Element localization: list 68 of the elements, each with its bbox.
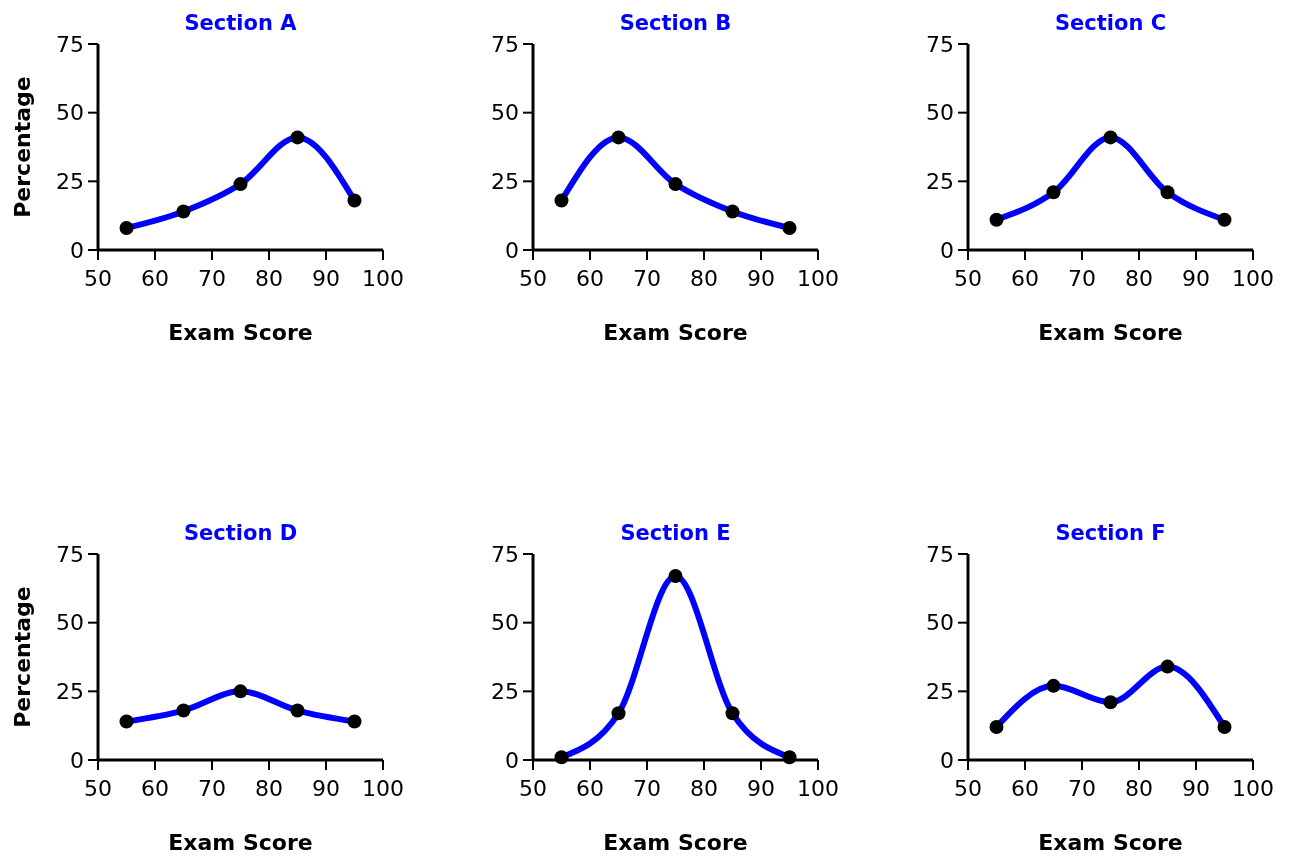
x-tick-label: 80 <box>255 776 283 801</box>
x-tick-label: 90 <box>1182 266 1210 291</box>
x-tick-label: 70 <box>198 776 226 801</box>
x-tick-label: 80 <box>690 266 718 291</box>
y-tick-label: 0 <box>70 237 84 263</box>
y-tick-label: 75 <box>56 541 84 567</box>
chart-title: Section F <box>1055 521 1166 545</box>
y-tick-label: 25 <box>491 169 519 195</box>
y-tick-label: 75 <box>56 31 84 57</box>
x-tick-label: 60 <box>576 266 604 291</box>
y-tick-label: 0 <box>505 237 519 263</box>
y-tick-label: 50 <box>926 100 954 126</box>
y-axis-title: Percentage <box>10 76 35 218</box>
x-tick-label: 80 <box>1125 266 1153 291</box>
y-tick-label: 25 <box>56 169 84 195</box>
x-tick-label: 70 <box>633 266 661 291</box>
x-axis-title: Exam Score <box>603 830 748 855</box>
y-axis-title: Percentage <box>10 586 35 728</box>
y-tick-label: 0 <box>505 747 519 773</box>
chart-title: Section C <box>1054 11 1167 35</box>
x-tick-label: 70 <box>198 266 226 291</box>
y-tick-label: 25 <box>926 679 954 705</box>
x-tick-label: 80 <box>255 266 283 291</box>
y-tick-label: 0 <box>70 747 84 773</box>
y-tick-label: 75 <box>926 31 954 57</box>
x-tick-label: 60 <box>141 776 169 801</box>
x-tick-label: 60 <box>1011 776 1039 801</box>
y-tick-label: 25 <box>926 169 954 195</box>
x-tick-label: 70 <box>1068 266 1096 291</box>
chart-title: Section A <box>184 11 298 35</box>
x-tick-label: 80 <box>690 776 718 801</box>
x-axis-title: Exam Score <box>1038 320 1183 345</box>
x-tick-label: 90 <box>312 266 340 291</box>
x-tick-label: 100 <box>797 266 839 291</box>
x-tick-label: 100 <box>362 776 404 801</box>
y-tick-label: 75 <box>926 541 954 567</box>
x-tick-label: 70 <box>1068 776 1096 801</box>
chart-title: Section D <box>183 521 298 545</box>
y-tick-label: 50 <box>926 610 954 636</box>
x-tick-label: 100 <box>1232 776 1274 801</box>
y-tick-label: 75 <box>491 31 519 57</box>
x-axis-title: Exam Score <box>168 320 313 345</box>
y-tick-label: 50 <box>56 610 84 636</box>
x-tick-label: 70 <box>633 776 661 801</box>
x-tick-label: 60 <box>1011 266 1039 291</box>
y-tick-label: 50 <box>491 610 519 636</box>
x-tick-label: 100 <box>1232 266 1274 291</box>
y-tick-label: 0 <box>940 237 954 263</box>
x-tick-label: 90 <box>312 776 340 801</box>
x-tick-label: 60 <box>141 266 169 291</box>
x-axis-title: Exam Score <box>603 320 748 345</box>
y-tick-label: 75 <box>491 541 519 567</box>
x-tick-label: 60 <box>576 776 604 801</box>
chart-title: Section E <box>620 521 731 545</box>
x-tick-label: 100 <box>362 266 404 291</box>
y-tick-label: 0 <box>940 747 954 773</box>
y-tick-label: 50 <box>56 100 84 126</box>
x-axis-title: Exam Score <box>168 830 313 855</box>
y-tick-label: 25 <box>491 679 519 705</box>
x-axis-title: Exam Score <box>1038 830 1183 855</box>
x-tick-label: 100 <box>797 776 839 801</box>
x-tick-label: 90 <box>1182 776 1210 801</box>
chart-title: Section B <box>619 11 732 35</box>
x-tick-label: 80 <box>1125 776 1153 801</box>
y-tick-label: 50 <box>491 100 519 126</box>
x-tick-label: 90 <box>747 266 775 291</box>
y-tick-label: 25 <box>56 679 84 705</box>
x-tick-label: 90 <box>747 776 775 801</box>
